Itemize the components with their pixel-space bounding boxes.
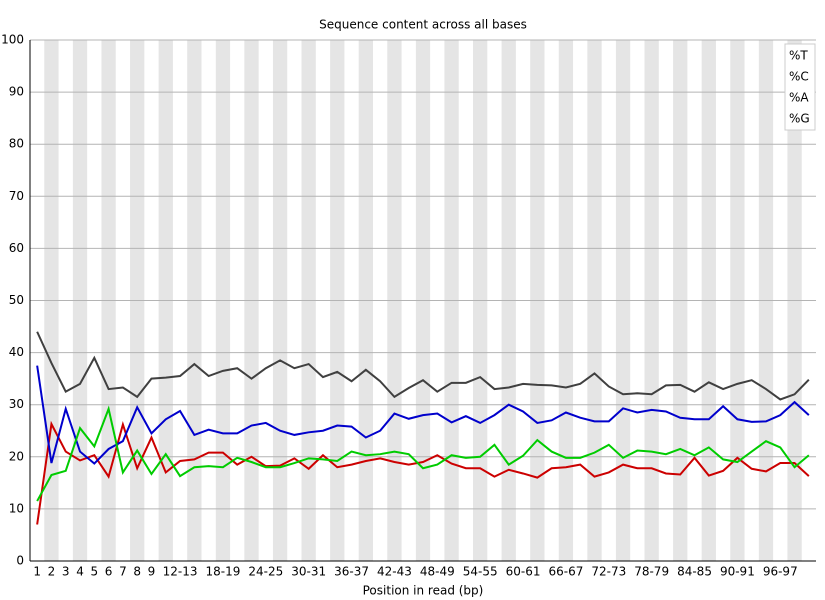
y-tick-label: 70 [9,189,24,203]
x-tick-label: 60-61 [506,565,541,579]
y-tick-label: 90 [9,85,24,99]
x-tick-label: 72-73 [591,565,626,579]
x-tick-label: 48-49 [420,565,455,579]
x-tick-label: 12-13 [163,565,198,579]
x-axis-label: Position in read (bp) [363,584,484,598]
chart-title: Sequence content across all bases [319,18,527,32]
x-tick-label: 36-37 [334,565,369,579]
y-tick-label: 0 [16,554,24,568]
legend-label: %G [789,112,810,126]
y-tick-label: 20 [9,449,24,463]
y-tick-label: 40 [9,345,24,359]
x-tick-label: 7 [119,565,127,579]
x-tick-label: 6 [105,565,113,579]
x-tick-label: 84-85 [677,565,712,579]
x-tick-label: 8 [133,565,141,579]
x-tick-label: 66-67 [548,565,583,579]
y-tick-label: 30 [9,397,24,411]
x-tick-label: 2 [48,565,56,579]
series-line [36,405,810,502]
legend-box [784,43,816,131]
x-tick-label: 4 [76,565,84,579]
y-tick-label: 100 [1,33,24,47]
series-line [36,365,810,465]
x-tick-label: 24-25 [248,565,283,579]
legend-label: %A [789,91,809,105]
x-tick-label: 9 [148,565,156,579]
y-tick-label: 60 [9,241,24,255]
x-tick-label: 5 [90,565,98,579]
x-tick-label: 54-55 [463,565,498,579]
x-tick-label: 42-43 [377,565,412,579]
x-tick-label: 18-19 [205,565,240,579]
x-tick-label: 3 [62,565,70,579]
x-tick-label: 30-31 [291,565,326,579]
series-line [36,420,810,525]
x-tick-label: 90-91 [720,565,755,579]
legend-label: %T [789,49,808,63]
y-tick-label: 80 [9,137,24,151]
legend-label: %C [789,70,809,84]
x-tick-label: 96-97 [763,565,798,579]
x-tick-label: 78-79 [634,565,669,579]
y-tick-label: 50 [9,293,24,307]
y-tick-label: 10 [9,501,24,515]
x-tick-label: 1 [33,565,41,579]
series-line [36,331,810,401]
